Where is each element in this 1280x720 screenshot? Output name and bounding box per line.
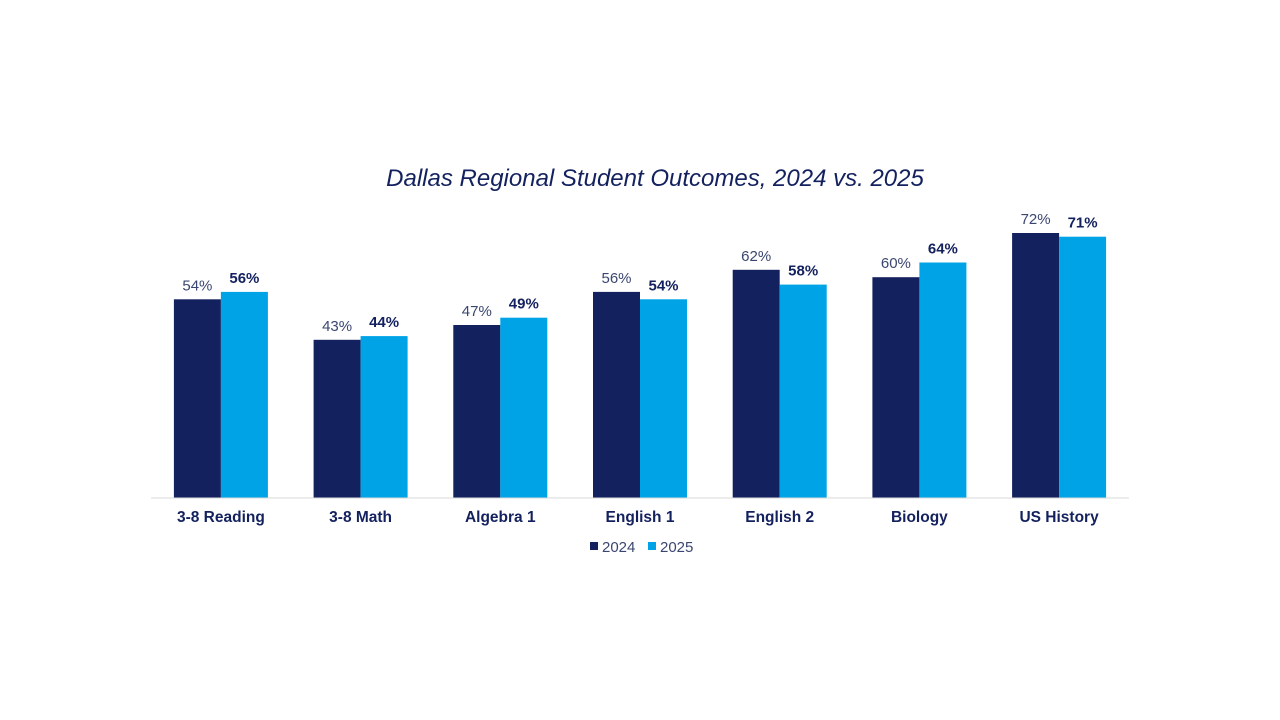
chart-title: Dallas Regional Student Outcomes, 2024 v… — [386, 165, 924, 192]
data-label-2024-1: 54% — [182, 277, 212, 294]
x-tick-label-7: US History — [1019, 509, 1099, 526]
legend-label-2024: 2024 — [602, 539, 635, 556]
bar-2024-3 — [453, 325, 501, 498]
bar-2025-7 — [1059, 236, 1107, 498]
legend-swatch-2025 — [648, 542, 656, 550]
data-label-2024-6: 60% — [881, 255, 911, 272]
bar-2025-1 — [220, 291, 268, 498]
bar-2024-6 — [872, 277, 920, 498]
x-tick-label-3: Algebra 1 — [465, 509, 536, 526]
legend-swatch-2024 — [590, 542, 598, 550]
x-tick-label-6: Biology — [891, 509, 948, 526]
bar-2025-4 — [640, 299, 687, 498]
bar-2024-5 — [732, 269, 780, 498]
data-label-2025-1: 56% — [229, 270, 259, 287]
bar-2024-1 — [173, 299, 221, 498]
bar-2024-7 — [1012, 233, 1060, 498]
data-label-2025-5: 58% — [788, 263, 818, 280]
data-label-2024-2: 43% — [322, 318, 352, 335]
bar-2024-4 — [593, 291, 640, 498]
data-label-2024-5: 62% — [741, 248, 771, 265]
data-label-2024-4: 56% — [601, 270, 631, 287]
legend-label-2025: 2025 — [660, 539, 693, 556]
data-label-2025-7: 71% — [1068, 215, 1098, 232]
x-tick-label-1: 3-8 Reading — [177, 509, 265, 526]
data-label-2025-4: 54% — [648, 277, 678, 294]
category-labels-layer: 3-8 Reading 3-8 Math Algebra 1 English 1 Eng… — [177, 509, 1099, 526]
data-label-2024-7: 72% — [1021, 211, 1051, 228]
bar-2025-5 — [779, 284, 827, 498]
data-label-2025-3: 49% — [509, 296, 539, 313]
data-label-2025-2: 44% — [369, 314, 399, 331]
bar-2025-3 — [500, 317, 548, 498]
value-labels-layer: 54% 56% 43% 44% 47% 49% 56% 54% 62% 58% 60% 64% 72% 7… — [182, 211, 1097, 335]
x-tick-label-5: English 2 — [745, 509, 814, 526]
legend: 2024 2025 — [590, 539, 693, 556]
bars-layer — [173, 233, 1107, 498]
bar-2025-6 — [919, 262, 967, 498]
x-tick-label-2: 3-8 Math — [329, 509, 392, 526]
bar-2025-2 — [360, 336, 408, 498]
x-tick-label-4: English 1 — [606, 509, 675, 526]
data-label-2025-6: 64% — [928, 241, 958, 258]
bar-2024-2 — [313, 339, 361, 498]
data-label-2024-3: 47% — [462, 303, 492, 320]
